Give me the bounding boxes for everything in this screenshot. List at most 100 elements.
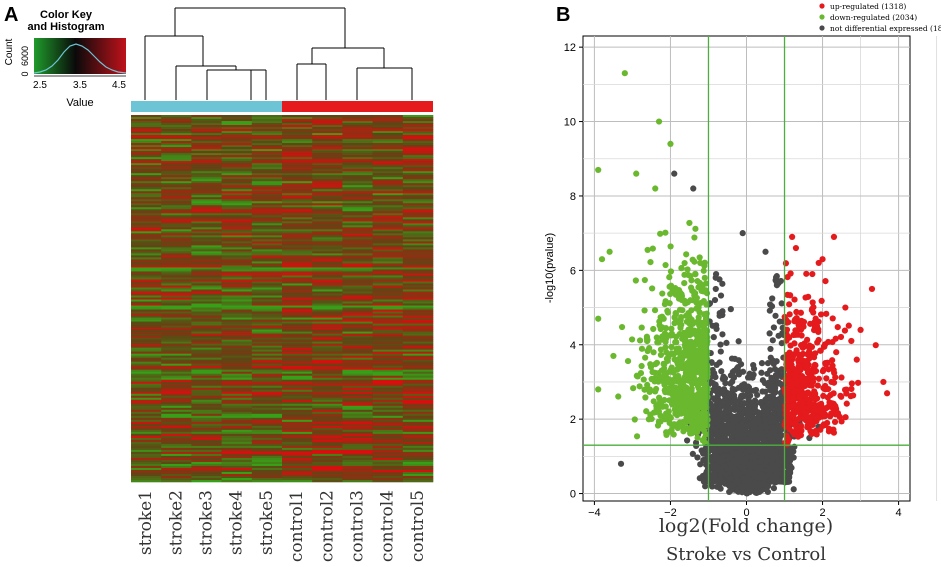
heatmap-cell (251, 189, 283, 192)
heatmap-cell (402, 251, 434, 254)
heatmap-cell (282, 163, 313, 166)
heatmap-cell (372, 369, 404, 372)
heatmap-cell (372, 425, 404, 429)
heatmap-cell (282, 129, 313, 132)
heatmap-cell (342, 329, 373, 332)
heatmap-cell (342, 463, 373, 467)
point-down-regulated (698, 371, 705, 378)
heatmap-cell (282, 263, 313, 266)
heatmap-cell (161, 363, 192, 366)
heatmap-cell (131, 223, 162, 226)
heatmap-cell (221, 219, 253, 222)
point-not-differential (724, 399, 731, 407)
heatmap-cell (282, 397, 313, 401)
point-down-regulated (641, 307, 648, 314)
heatmap-cell (342, 381, 373, 385)
heatmap-cell (372, 151, 404, 154)
heatmap-cell (402, 169, 434, 172)
heatmap-cell (312, 393, 343, 397)
heatmap-cell (282, 169, 313, 172)
heatmap-cell (161, 321, 192, 324)
point-down-regulated (673, 412, 681, 419)
heatmap-cell (161, 329, 192, 332)
heatmap-cell (251, 413, 283, 417)
heatmap-cell (312, 351, 343, 354)
heatmap-cell (312, 429, 343, 433)
heatmap-cell (131, 419, 162, 423)
point-not-differential (727, 392, 734, 399)
point-down-regulated (677, 419, 684, 426)
heatmap-cell (221, 475, 253, 479)
heatmap-cell (221, 147, 253, 150)
heatmap-cell (372, 291, 404, 294)
heatmap-cell (191, 405, 222, 409)
heatmap-cell (282, 285, 313, 288)
heatmap-cell (402, 159, 434, 162)
heatmap-cell (221, 261, 253, 264)
heatmap-cell (342, 407, 373, 411)
heatmap-cell (402, 471, 434, 475)
heatmap-cell (221, 143, 253, 146)
heatmap-cell (191, 147, 222, 150)
heatmap-cell (161, 151, 192, 154)
heatmap-cell (221, 369, 253, 372)
heatmap-cell (191, 291, 222, 294)
heatmap-cell (342, 467, 373, 471)
heatmap-cell (191, 169, 222, 172)
point-down-regulated (700, 420, 707, 427)
point-down-regulated (661, 361, 668, 368)
heatmap-cell (312, 275, 343, 278)
sample-label-control2: control2 (317, 490, 337, 562)
heatmap-cell (251, 295, 283, 298)
point-down-regulated (679, 351, 686, 358)
heatmap-cell (191, 173, 222, 176)
heatmap-cell (372, 137, 404, 140)
heatmap-cell (372, 189, 404, 192)
heatmap-cell (342, 115, 373, 118)
heatmap-cell (342, 367, 373, 370)
heatmap-cell (372, 139, 404, 142)
heatmap-cell (342, 311, 373, 314)
point-down-regulated (668, 377, 675, 384)
heatmap-cell (191, 153, 222, 156)
heatmap-cell (282, 331, 313, 334)
point-down-regulated (703, 327, 711, 334)
point-down-regulated (679, 379, 687, 386)
heatmap-cell (372, 333, 404, 336)
heatmap-cell (251, 403, 283, 407)
heatmap-cell (131, 315, 162, 318)
point-not-differential (731, 367, 738, 374)
heatmap-cell (342, 141, 373, 144)
heatmap-cell (191, 339, 222, 342)
heatmap-cell (161, 399, 192, 403)
heatmap-cell (131, 433, 162, 437)
heatmap-cell (342, 129, 373, 132)
heatmap-cell (402, 341, 434, 344)
heatmap-cell (312, 173, 343, 176)
point-down-regulated (651, 375, 658, 382)
point-up-regulated (794, 356, 802, 363)
heatmap-cell (402, 365, 434, 368)
heatmap-cell (312, 261, 343, 264)
heatmap-cell (251, 401, 283, 405)
heatmap-cell (402, 303, 434, 306)
heatmap-cell (402, 479, 434, 483)
point-down-regulated (690, 288, 697, 295)
heatmap-cell (191, 397, 222, 401)
heatmap-cell (191, 133, 222, 136)
point-down-regulated (632, 277, 639, 284)
heatmap-cell (191, 191, 222, 194)
heatmap-cell (221, 301, 253, 304)
heatmap-cell (131, 181, 162, 184)
heatmap-cell (342, 211, 373, 214)
heatmap-cell (221, 273, 253, 276)
heatmap-cell (312, 263, 343, 266)
heatmap-cell (131, 139, 162, 142)
point-not-differential (730, 374, 738, 381)
heatmap-cell (131, 305, 162, 308)
heatmap-cell (221, 477, 253, 481)
heatmap-cell (282, 133, 313, 136)
point (772, 462, 779, 469)
heatmap-cell (191, 367, 222, 370)
heatmap-cell (251, 281, 283, 284)
